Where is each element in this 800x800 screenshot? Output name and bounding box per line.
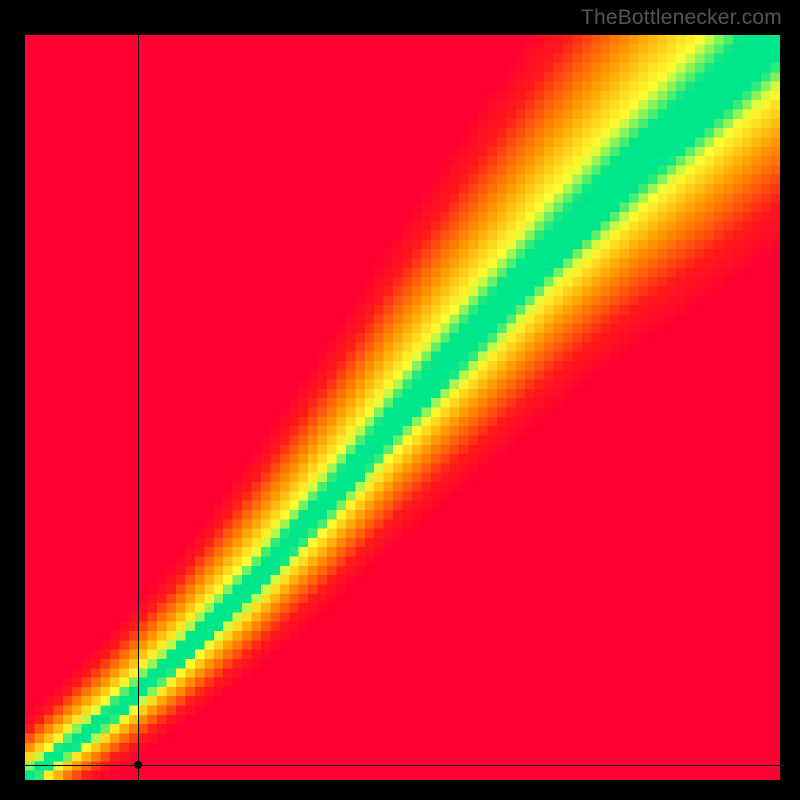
crosshair-marker-dot	[134, 761, 142, 769]
watermark-text: TheBottlenecker.com	[581, 6, 782, 30]
crosshair-vertical-line	[138, 35, 139, 780]
chart-container: TheBottlenecker.com	[0, 0, 800, 800]
